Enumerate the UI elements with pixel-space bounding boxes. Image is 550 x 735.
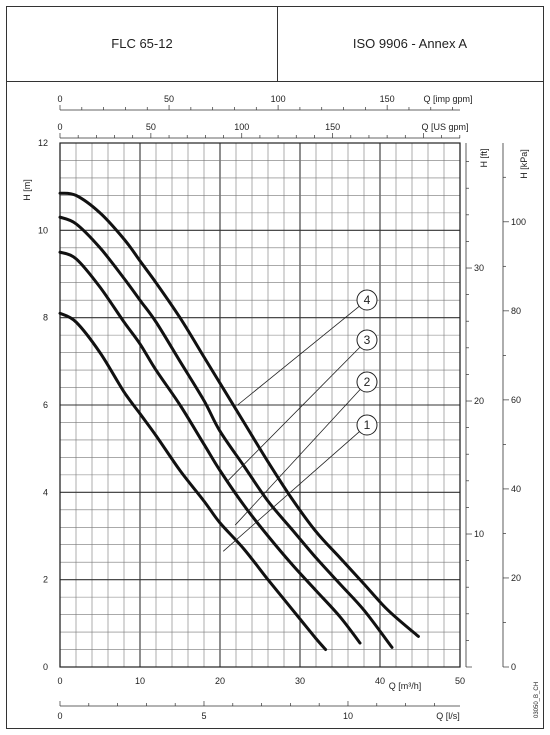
y-tick-label: 8 [43, 313, 48, 323]
curves [58, 191, 420, 651]
bottom-ls-tick-label: 5 [201, 711, 206, 721]
curve-label-circle-4 [356, 289, 378, 311]
curve-label-4: 4 [364, 293, 371, 307]
right-kpa-tick-label: 0 [511, 662, 516, 672]
curve-label-leader-3 [226, 346, 361, 482]
right-kpa-tick-label: 40 [511, 484, 521, 494]
curve-label-1: 1 [364, 418, 371, 432]
right-ft-tick-label: 20 [474, 396, 484, 406]
curve-labels: 4 3 2 1 [222, 289, 378, 552]
curve-label-circle-1 [356, 414, 378, 436]
pump-curve-1 [58, 311, 328, 651]
x-tick-label: 20 [215, 676, 225, 686]
top-imp-tick-label: 150 [380, 94, 395, 104]
bottom-ls-tick-label: 0 [57, 711, 62, 721]
curve-label-circle-3 [356, 329, 378, 351]
bottom-ls-tick-label: 10 [343, 711, 353, 721]
y-tick-label: 4 [43, 487, 48, 497]
curve-label-circle-2 [356, 371, 378, 393]
curve-label-3: 3 [364, 333, 371, 347]
x-tick-label: 10 [135, 676, 145, 686]
plot-border [59, 142, 461, 668]
x-tick-label: 0 [57, 676, 62, 686]
bottom-ls-axis-label: Q [l/s] [436, 711, 460, 721]
right-ft-tick-label: 30 [474, 263, 484, 273]
right-kpa-tick-label: 60 [511, 395, 521, 405]
top-us-tick-label: 150 [325, 122, 340, 132]
top-us-tick-label: 50 [146, 122, 156, 132]
y-tick-label: 2 [43, 575, 48, 585]
top-us-tick-label: 0 [57, 122, 62, 132]
right-kpa-axis-label: H [kPa] [519, 149, 529, 179]
right-kpa-tick-label: 80 [511, 306, 521, 316]
right-ft-axis-label: H [ft] [479, 148, 489, 167]
top-imp-tick-label: 0 [57, 94, 62, 104]
y-tick-label: 10 [38, 225, 48, 235]
y-tick-label: 0 [43, 662, 48, 672]
right-kpa-tick-label: 20 [511, 573, 521, 583]
y-tick-label: 6 [43, 400, 48, 410]
grid [59, 142, 461, 668]
x-tick-label: 30 [295, 676, 305, 686]
x-tick-label: 50 [455, 676, 465, 686]
pump-curve-2 [58, 250, 362, 645]
curve-label-leader-2 [234, 389, 361, 526]
top-imp-tick-label: 50 [164, 94, 174, 104]
pump-curve-4 [58, 191, 420, 638]
right-kpa-tick-label: 100 [511, 217, 526, 227]
pump-curve-3 [58, 215, 394, 649]
curve-label-leader-4 [237, 305, 360, 406]
y-axis-label: H [m] [22, 179, 32, 201]
curve-label-leader-1 [222, 431, 360, 552]
header-standard: ISO 9906 - Annex A [353, 36, 468, 51]
x-tick-label: 40 [375, 676, 385, 686]
x-axis-label: Q [m³/h] [389, 681, 422, 691]
y-tick-label: 12 [38, 138, 48, 148]
header-model: FLC 65-12 [111, 36, 172, 51]
right-ft-tick-label: 10 [474, 529, 484, 539]
top-us-axis-label: Q [US gpm] [421, 122, 468, 132]
top-imp-axis-label: Q [imp gpm] [423, 94, 472, 104]
top-us-tick-label: 100 [234, 122, 249, 132]
outer-frame [6, 6, 544, 729]
top-imp-tick-label: 100 [271, 94, 286, 104]
side-code: 03050_B_CH [534, 682, 540, 718]
curve-label-2: 2 [364, 375, 371, 389]
